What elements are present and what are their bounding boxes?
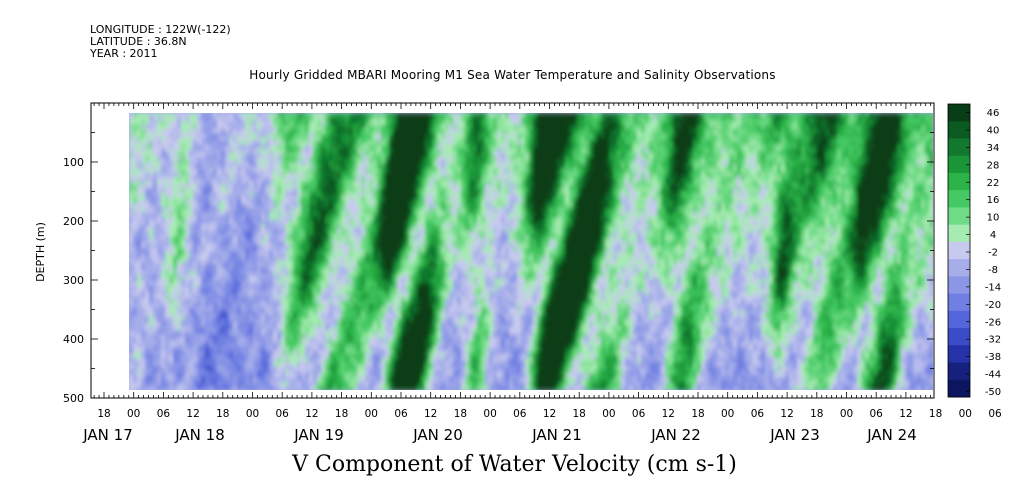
x-hour-tick-label: 12 bbox=[186, 408, 199, 420]
x-date-tick-label: JAN 17 bbox=[82, 426, 133, 444]
x-hour-tick-label: 12 bbox=[899, 408, 912, 420]
x-hour-tick-label: 00 bbox=[602, 408, 615, 420]
colorbar-label: 28 bbox=[987, 160, 1000, 171]
x-hour-tick-label: 18 bbox=[810, 408, 823, 420]
x-hour-tick-label: 18 bbox=[97, 408, 110, 420]
chart-title: Hourly Gridded MBARI Mooring M1 Sea Wate… bbox=[0, 68, 1009, 82]
x-date-tick-label: JAN 19 bbox=[293, 426, 344, 444]
colorbar-swatch bbox=[948, 207, 970, 226]
x-hour-tick-label: 00 bbox=[246, 408, 259, 420]
x-hour-tick-label: 12 bbox=[424, 408, 437, 420]
chart-title-text: Hourly Gridded MBARI Mooring M1 Sea Wate… bbox=[249, 68, 776, 82]
y-tick-label: 300 bbox=[63, 274, 84, 287]
colorbar-swatch bbox=[948, 121, 970, 139]
colorbar-swatch bbox=[948, 328, 970, 346]
x-hour-tick-label: 12 bbox=[662, 408, 675, 420]
x-hour-tick-label: 06 bbox=[632, 408, 646, 420]
y-tick-label: 100 bbox=[63, 156, 84, 169]
x-hour-tick-label: 18 bbox=[216, 408, 229, 420]
colorbar-swatch bbox=[948, 345, 970, 363]
colorbar-label: -2 bbox=[988, 248, 998, 259]
x-date-tick-label: JAN 23 bbox=[769, 426, 820, 444]
x-hour-tick-label: 00 bbox=[840, 408, 853, 420]
x-hour-tick-label: 06 bbox=[988, 408, 1002, 420]
colorbar-swatch bbox=[948, 293, 970, 312]
x-hour-tick-label: 00 bbox=[127, 408, 140, 420]
x-axis-title-text: V Component of Water Velocity (cm s-1) bbox=[292, 452, 737, 477]
x-hour-tick-label: 12 bbox=[305, 408, 318, 420]
colorbar-swatch bbox=[948, 379, 970, 398]
colorbar-swatch bbox=[948, 172, 970, 191]
x-hour-tick-label: 06 bbox=[513, 408, 527, 420]
latitude-label: LATITUDE : 36.8N bbox=[90, 35, 187, 48]
y-tick-label: 200 bbox=[63, 215, 84, 228]
x-hour-tick-label: 00 bbox=[721, 408, 734, 420]
colorbar-label: 22 bbox=[987, 178, 1000, 189]
x-hour-tick-label: 18 bbox=[929, 408, 942, 420]
y-tick-label: 400 bbox=[63, 333, 84, 346]
colorbar-swatch bbox=[948, 104, 970, 122]
x-date-tick-label: JAN 18 bbox=[174, 426, 225, 444]
colorbar-label: -8 bbox=[988, 265, 998, 276]
x-date-tick-label: JAN 21 bbox=[531, 426, 582, 444]
colorbar-swatch bbox=[948, 362, 970, 381]
colorbar-label: 4 bbox=[990, 230, 996, 241]
colorbar-swatch bbox=[948, 155, 970, 174]
x-hour-tick-label: 00 bbox=[483, 408, 496, 420]
x-axis-title: V Component of Water Velocity (cm s-1) bbox=[0, 452, 1009, 477]
y-tick-label: 500 bbox=[63, 392, 84, 405]
x-date-tick-label: JAN 22 bbox=[650, 426, 701, 444]
axis-ticks: 18 00 06 12 18 00 06 12 18 00 06 12 18 00 06 12 18 00 06 12… bbox=[63, 102, 1002, 444]
x-hour-tick-label: 06 bbox=[394, 408, 408, 420]
colorbar-label: -50 bbox=[985, 387, 1001, 398]
x-hour-tick-label: 12 bbox=[780, 408, 793, 420]
colorbar-label: -26 bbox=[985, 317, 1001, 328]
x-hour-tick-label: 18 bbox=[573, 408, 586, 420]
colorbar-label: 46 bbox=[987, 108, 1000, 119]
colorbar-label: 16 bbox=[987, 195, 1000, 206]
colorbar-swatch bbox=[948, 190, 970, 208]
colorbar-swatch bbox=[948, 276, 970, 294]
x-hour-tick-label: 06 bbox=[870, 408, 884, 420]
y-axis-label: DEPTH (m) bbox=[34, 222, 47, 282]
colorbar-swatch bbox=[948, 259, 970, 277]
x-hour-tick-label: 18 bbox=[454, 408, 467, 420]
x-date-tick-label: JAN 24 bbox=[866, 426, 917, 444]
x-date-tick-label: JAN 20 bbox=[412, 426, 463, 444]
metadata-block: LONGITUDE : 122W(-122) LATITUDE : 36.8N … bbox=[90, 24, 231, 60]
colorbar-label: -32 bbox=[985, 335, 1001, 346]
x-hour-tick-label: 18 bbox=[691, 408, 704, 420]
colorbar-label: -14 bbox=[985, 282, 1001, 293]
heatmap-field bbox=[129, 113, 933, 390]
colorbar-label: -38 bbox=[985, 352, 1001, 363]
x-hour-tick-label: 00 bbox=[959, 408, 972, 420]
longitude-label: LONGITUDE : 122W(-122) bbox=[90, 23, 231, 36]
x-hour-tick-label: 06 bbox=[157, 408, 171, 420]
colorbar: 46 40 34 28 22 16 10 4 -2 -8 -14 -20 -26 -32 -38 -44 -50 bbox=[947, 103, 1001, 398]
x-hour-tick-label: 00 bbox=[365, 408, 378, 420]
year-label: YEAR : 2011 bbox=[90, 47, 158, 60]
x-hour-tick-label: 12 bbox=[543, 408, 556, 420]
colorbar-label: -20 bbox=[985, 300, 1001, 311]
x-hour-tick-label: 18 bbox=[335, 408, 348, 420]
x-hour-tick-label: 06 bbox=[751, 408, 765, 420]
x-hour-tick-label: 06 bbox=[276, 408, 290, 420]
colorbar-label: -44 bbox=[985, 370, 1001, 381]
colorbar-label: 34 bbox=[987, 143, 1000, 154]
colorbar-label: 40 bbox=[987, 125, 1000, 136]
colorbar-swatch bbox=[948, 241, 970, 260]
colorbar-swatch bbox=[948, 310, 970, 329]
colorbar-swatch bbox=[948, 224, 970, 243]
colorbar-swatch bbox=[948, 138, 970, 157]
colorbar-label: 10 bbox=[987, 213, 1000, 224]
